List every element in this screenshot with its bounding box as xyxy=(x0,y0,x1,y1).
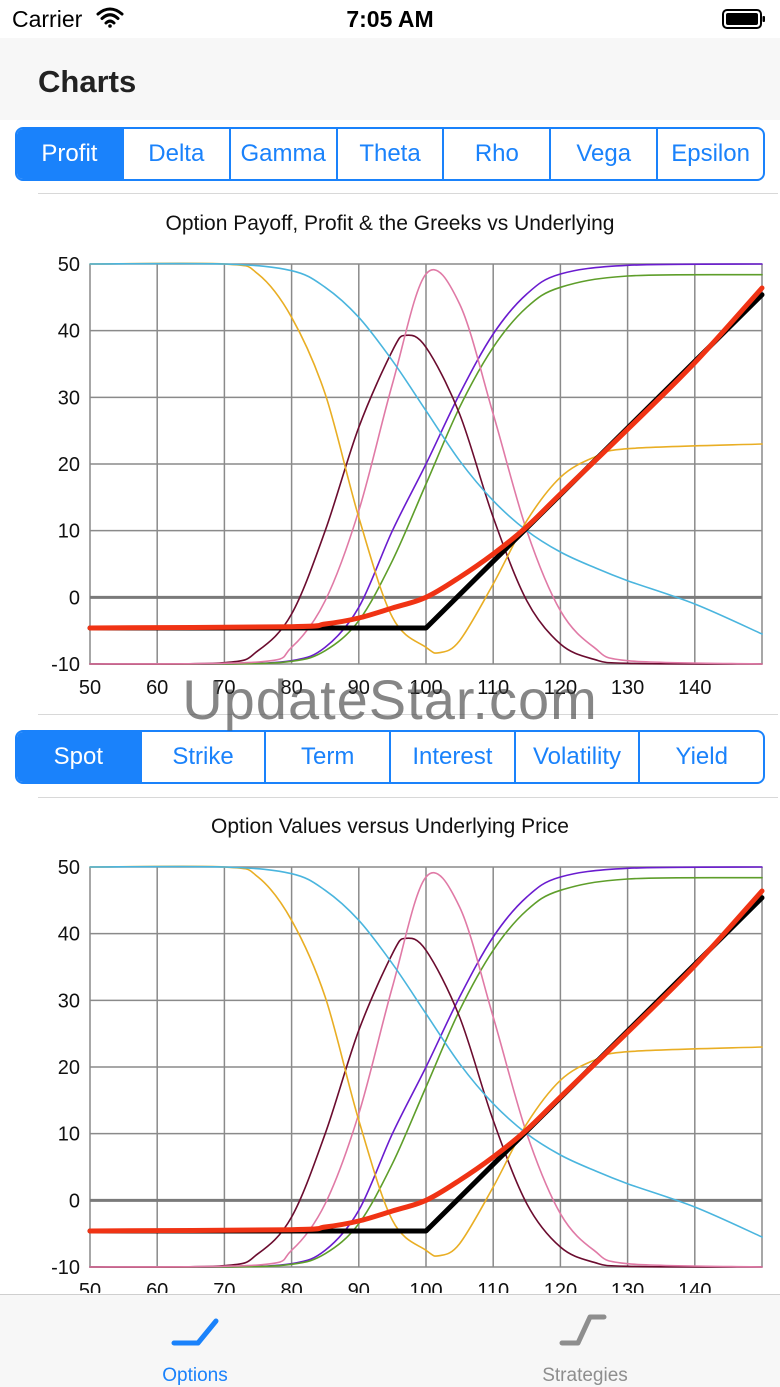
values-chart: Option Values versus Underlying Price 50… xyxy=(0,803,780,1293)
x-tick-label: 110 xyxy=(477,1280,509,1293)
chart-title: Option Payoff, Profit & the Greeks vs Un… xyxy=(165,212,615,235)
page-title: Charts xyxy=(38,64,137,99)
theta-curve xyxy=(89,262,763,654)
battery-icon xyxy=(722,9,765,29)
gamma-curve xyxy=(89,937,763,1268)
wifi-icon xyxy=(96,7,124,28)
x-tick-label: 130 xyxy=(611,1280,644,1293)
y-tick-label: 20 xyxy=(58,454,80,476)
y-tick-label: 0 xyxy=(69,1190,80,1212)
x-tick-label: 70 xyxy=(213,1280,235,1293)
divider xyxy=(38,797,778,798)
y-tick-label: 50 xyxy=(58,254,80,276)
segment-profit[interactable]: Profit xyxy=(17,129,122,179)
x-tick-label: 120 xyxy=(544,1280,577,1293)
y-tick-label: -10 xyxy=(51,654,80,676)
x-tick-label: 60 xyxy=(146,677,168,699)
segment-spot[interactable]: Spot xyxy=(17,732,140,782)
segment-yield[interactable]: Yield xyxy=(638,732,763,782)
x-tick-label: 80 xyxy=(280,677,302,699)
segment-term[interactable]: Term xyxy=(264,732,389,782)
carrier-label: Carrier xyxy=(12,6,83,32)
x-tick-label: 90 xyxy=(348,1280,370,1293)
tab-bar: Options Strategies xyxy=(0,1294,780,1387)
x-tick-label: 60 xyxy=(146,1280,168,1293)
vega-curve xyxy=(89,268,763,665)
x-tick-label: 120 xyxy=(544,677,577,699)
x-tick-label: 110 xyxy=(477,677,509,699)
segment-theta[interactable]: Theta xyxy=(335,129,443,179)
profit-curve xyxy=(87,888,765,1234)
segment-delta[interactable]: Delta xyxy=(121,129,229,179)
tab-strategies[interactable]: Strategies xyxy=(390,1295,780,1387)
y-tick-label: 30 xyxy=(58,990,80,1012)
strategies-icon xyxy=(559,1314,607,1346)
y-tick-label: 40 xyxy=(58,924,80,946)
x-tick-label: 70 xyxy=(213,677,235,699)
gamma-curve xyxy=(89,334,763,665)
chart-title: Option Values versus Underlying Price xyxy=(211,815,569,838)
price-curve xyxy=(89,865,763,1238)
x-tick-label: 140 xyxy=(678,1280,711,1293)
navigation-bar: Charts xyxy=(0,38,780,120)
segment-volatility[interactable]: Volatility xyxy=(513,732,639,782)
rho-curve xyxy=(89,876,763,1268)
y-tick-label: 20 xyxy=(58,1057,80,1079)
x-tick-label: 80 xyxy=(280,1280,302,1293)
y-tick-label: 40 xyxy=(58,321,80,343)
price-curve xyxy=(89,262,763,635)
segment-interest[interactable]: Interest xyxy=(389,732,514,782)
divider xyxy=(38,193,778,194)
segment-gamma[interactable]: Gamma xyxy=(228,129,336,179)
x-tick-label: 90 xyxy=(348,677,370,699)
tab-options[interactable]: Options xyxy=(0,1295,390,1387)
theta-curve xyxy=(89,865,763,1257)
y-tick-label: 0 xyxy=(69,587,80,609)
x-tick-label: 140 xyxy=(678,677,711,699)
variable-segmented-control: Spot Strike Term Interest Volatility Yie… xyxy=(15,730,765,784)
greek-segmented-control: Profit Delta Gamma Theta Rho Vega Epsilo… xyxy=(15,127,765,181)
x-tick-label: 50 xyxy=(79,1280,101,1293)
tab-strategies-label: Strategies xyxy=(542,1365,628,1386)
rho-curve xyxy=(89,273,763,665)
y-tick-label: 50 xyxy=(58,857,80,879)
y-tick-label: -10 xyxy=(51,1257,80,1279)
y-tick-label: 10 xyxy=(58,1124,80,1146)
segment-strike[interactable]: Strike xyxy=(139,732,265,782)
y-tick-label: 10 xyxy=(58,521,80,543)
clock-label: 7:05 AM xyxy=(346,6,434,32)
divider xyxy=(38,714,778,715)
segment-vega[interactable]: Vega xyxy=(549,129,656,179)
x-tick-label: 130 xyxy=(611,677,644,699)
vega-curve xyxy=(89,871,763,1268)
x-tick-label: 100 xyxy=(409,677,442,699)
x-tick-label: 50 xyxy=(79,677,101,699)
greeks-chart: Option Payoff, Profit & the Greeks vs Un… xyxy=(0,200,780,710)
segment-epsilon[interactable]: Epsilon xyxy=(656,129,763,179)
tab-options-label: Options xyxy=(162,1365,228,1386)
y-tick-label: 30 xyxy=(58,387,80,409)
status-bar: Carrier 7:05 AM xyxy=(0,0,780,38)
profit-curve xyxy=(87,285,765,631)
options-icon xyxy=(171,1318,219,1346)
segment-rho[interactable]: Rho xyxy=(442,129,549,179)
x-tick-label: 100 xyxy=(409,1280,442,1293)
